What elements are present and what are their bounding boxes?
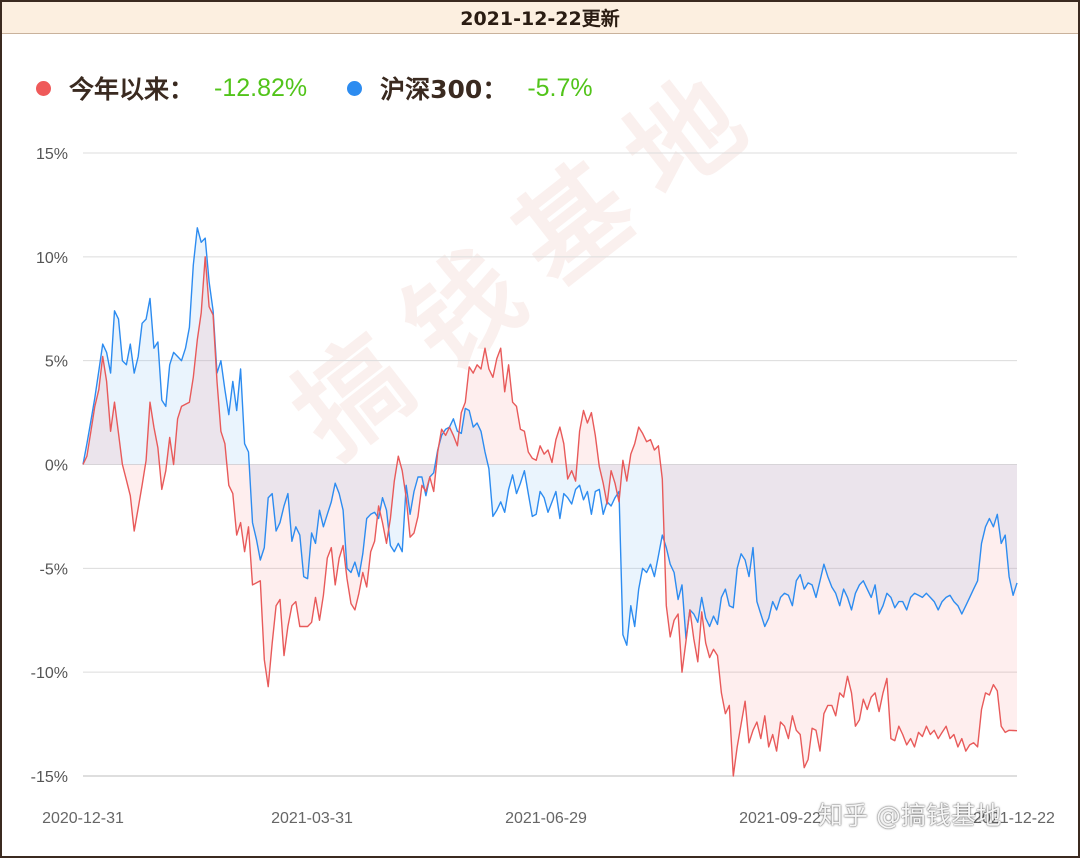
x-tick-label: 2021-06-29: [505, 810, 587, 827]
y-tick-label: 5%: [45, 354, 68, 371]
area-fill-hs300: [83, 227, 1017, 646]
legend-item-hs300: 沪深300： -5.7%: [347, 70, 593, 106]
x-tick-label: 2021-12-22: [973, 810, 1055, 827]
legend: 今年以来： -12.82% 沪深300： -5.7%: [36, 68, 633, 108]
legend-value-hs300: -5.7%: [527, 73, 593, 102]
legend-value-fund: -12.82%: [214, 73, 308, 102]
series-lines: [82, 227, 1018, 777]
legend-item-fund: 今年以来： -12.82%: [36, 70, 307, 106]
y-tick-label: 10%: [36, 250, 68, 267]
series-line-fund: [82, 256, 1018, 777]
x-axis-ticks: 2020-12-31 2021-03-31 2021-06-29 2021-09-22…: [42, 810, 1055, 827]
area-fills: [83, 227, 1017, 776]
series-line-hs300: [82, 227, 1018, 646]
grid-lines: [83, 152, 1017, 777]
update-date-header: 2021-12-22更新: [2, 2, 1078, 34]
x-tick-label: 2020-12-31: [42, 810, 124, 827]
y-tick-label: -10%: [31, 665, 68, 682]
legend-label-fund: 今年以来：: [69, 75, 195, 104]
legend-dot-hs300: [347, 80, 363, 96]
x-tick-label: 2021-09-22: [739, 810, 821, 827]
y-tick-label: -15%: [31, 769, 68, 786]
y-axis-ticks: 15% 10% 5% 0% -5% -10% -15%: [31, 146, 68, 786]
corner-watermark: 知乎 @搞钱基地: [818, 801, 1001, 830]
x-tick-label: 2021-03-31: [271, 810, 353, 827]
y-tick-label: 15%: [36, 146, 68, 163]
legend-label-hs300: 沪深300：: [380, 75, 508, 104]
y-tick-label: 0%: [45, 458, 68, 475]
legend-dot-fund: [36, 80, 51, 96]
y-tick-label: -5%: [40, 561, 68, 578]
area-fill-fund: [83, 256, 1017, 776]
